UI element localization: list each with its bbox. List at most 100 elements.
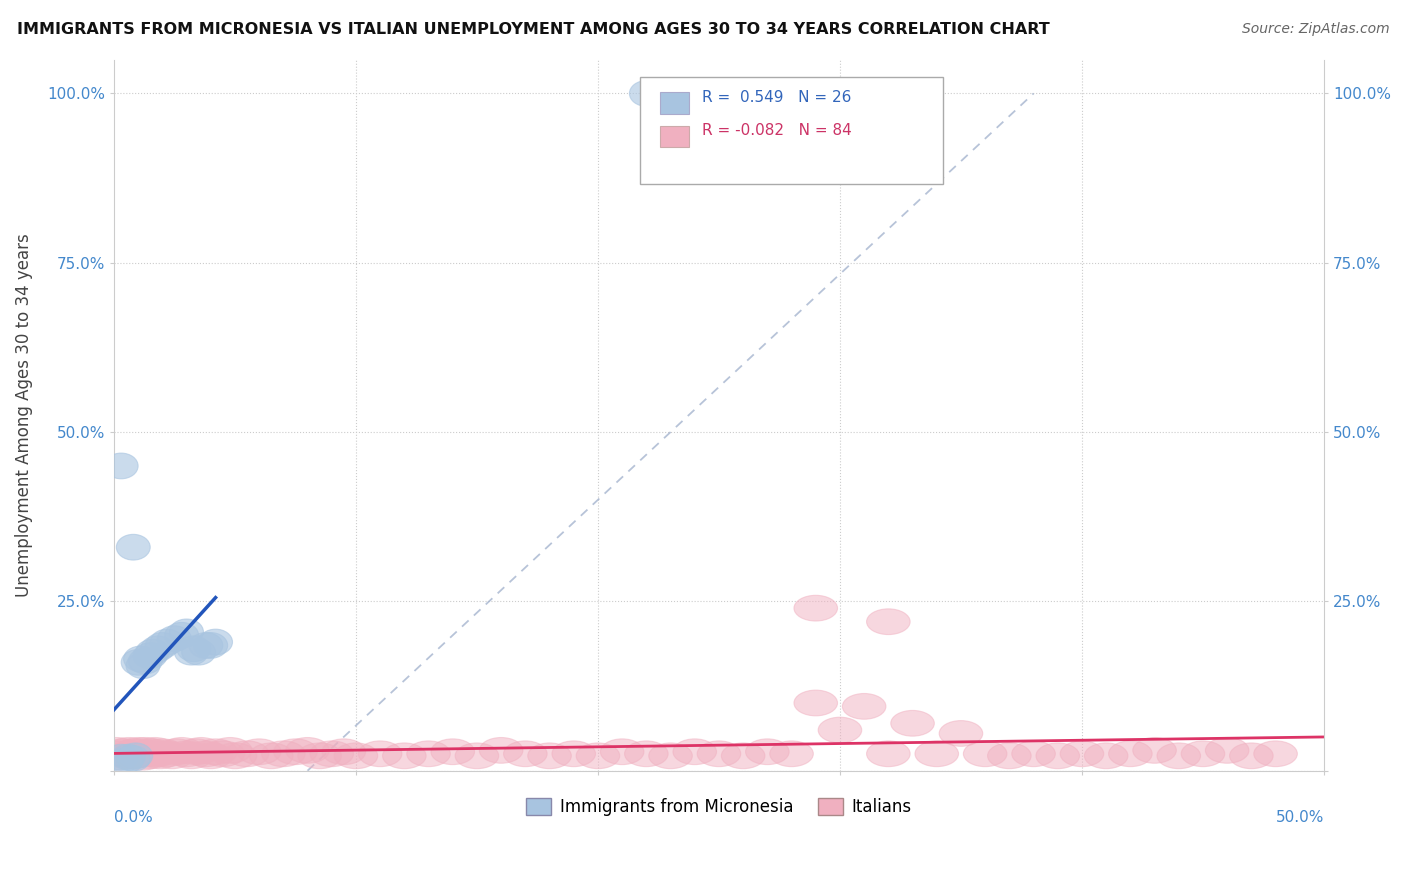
Ellipse shape [630, 80, 664, 106]
Ellipse shape [1060, 741, 1104, 766]
Ellipse shape [141, 739, 184, 764]
Ellipse shape [939, 721, 983, 747]
Ellipse shape [866, 741, 910, 766]
Ellipse shape [406, 741, 450, 766]
Ellipse shape [145, 741, 188, 766]
Ellipse shape [94, 738, 138, 764]
Ellipse shape [1108, 741, 1152, 766]
Ellipse shape [155, 739, 198, 764]
Ellipse shape [794, 595, 838, 621]
Ellipse shape [274, 739, 318, 764]
Ellipse shape [188, 743, 232, 769]
Ellipse shape [576, 743, 620, 769]
Ellipse shape [150, 743, 194, 769]
Ellipse shape [136, 741, 179, 766]
Ellipse shape [359, 741, 402, 766]
Ellipse shape [527, 743, 571, 769]
Ellipse shape [188, 632, 222, 658]
Ellipse shape [225, 741, 269, 766]
Ellipse shape [127, 653, 160, 679]
Ellipse shape [177, 636, 211, 662]
Ellipse shape [174, 640, 208, 665]
Ellipse shape [915, 741, 959, 766]
Text: R = -0.082   N = 84: R = -0.082 N = 84 [702, 123, 852, 138]
Ellipse shape [298, 743, 342, 769]
Ellipse shape [214, 743, 257, 769]
Text: 50.0%: 50.0% [1275, 810, 1324, 825]
Ellipse shape [138, 743, 181, 769]
Ellipse shape [249, 743, 292, 769]
Ellipse shape [963, 741, 1007, 766]
Text: R =  0.549   N = 26: R = 0.549 N = 26 [702, 90, 852, 105]
Ellipse shape [262, 741, 305, 766]
Y-axis label: Unemployment Among Ages 30 to 34 years: Unemployment Among Ages 30 to 34 years [15, 234, 32, 597]
Ellipse shape [104, 744, 138, 770]
Ellipse shape [136, 640, 170, 665]
Ellipse shape [624, 741, 668, 766]
Ellipse shape [382, 743, 426, 769]
Ellipse shape [110, 747, 143, 773]
Ellipse shape [150, 629, 184, 655]
Ellipse shape [194, 632, 228, 658]
Ellipse shape [842, 693, 886, 719]
Ellipse shape [600, 739, 644, 764]
FancyBboxPatch shape [659, 126, 689, 147]
Ellipse shape [165, 623, 198, 648]
Ellipse shape [118, 741, 162, 766]
Ellipse shape [553, 741, 596, 766]
Ellipse shape [745, 739, 789, 764]
Ellipse shape [432, 739, 474, 764]
Ellipse shape [179, 738, 222, 764]
Ellipse shape [117, 534, 150, 560]
Ellipse shape [1157, 743, 1201, 769]
Ellipse shape [322, 739, 366, 764]
Ellipse shape [721, 743, 765, 769]
Text: 0.0%: 0.0% [114, 810, 153, 825]
Ellipse shape [165, 741, 208, 766]
Ellipse shape [866, 609, 910, 634]
FancyBboxPatch shape [640, 78, 943, 184]
Ellipse shape [1133, 738, 1177, 764]
Ellipse shape [107, 738, 150, 764]
Ellipse shape [114, 739, 157, 764]
Ellipse shape [141, 636, 174, 662]
Ellipse shape [456, 743, 499, 769]
Ellipse shape [479, 738, 523, 764]
Ellipse shape [101, 739, 145, 764]
Ellipse shape [157, 626, 191, 651]
Ellipse shape [104, 453, 138, 479]
Ellipse shape [1181, 741, 1225, 766]
Ellipse shape [794, 690, 838, 716]
Ellipse shape [111, 744, 145, 770]
Ellipse shape [111, 743, 155, 769]
Ellipse shape [117, 738, 160, 764]
Ellipse shape [503, 741, 547, 766]
Ellipse shape [160, 738, 204, 764]
Ellipse shape [697, 741, 741, 766]
Ellipse shape [1084, 743, 1128, 769]
Ellipse shape [170, 619, 204, 645]
Ellipse shape [818, 717, 862, 743]
Ellipse shape [184, 741, 228, 766]
Ellipse shape [121, 744, 165, 770]
Ellipse shape [208, 738, 252, 764]
Ellipse shape [174, 739, 218, 764]
Ellipse shape [1205, 738, 1249, 764]
Ellipse shape [335, 743, 378, 769]
Ellipse shape [124, 738, 167, 764]
Ellipse shape [891, 710, 935, 736]
Ellipse shape [194, 739, 238, 764]
Ellipse shape [170, 743, 214, 769]
Ellipse shape [1012, 741, 1056, 766]
Legend: Immigrants from Micronesia, Italians: Immigrants from Micronesia, Italians [520, 791, 918, 822]
Text: IMMIGRANTS FROM MICRONESIA VS ITALIAN UNEMPLOYMENT AMONG AGES 30 TO 34 YEARS COR: IMMIGRANTS FROM MICRONESIA VS ITALIAN UN… [17, 22, 1050, 37]
Ellipse shape [100, 741, 143, 766]
Ellipse shape [309, 741, 353, 766]
Ellipse shape [118, 743, 153, 769]
Ellipse shape [121, 649, 155, 675]
Ellipse shape [198, 629, 232, 655]
Ellipse shape [1254, 741, 1298, 766]
Ellipse shape [134, 643, 167, 668]
FancyBboxPatch shape [659, 92, 689, 113]
Ellipse shape [131, 739, 174, 764]
